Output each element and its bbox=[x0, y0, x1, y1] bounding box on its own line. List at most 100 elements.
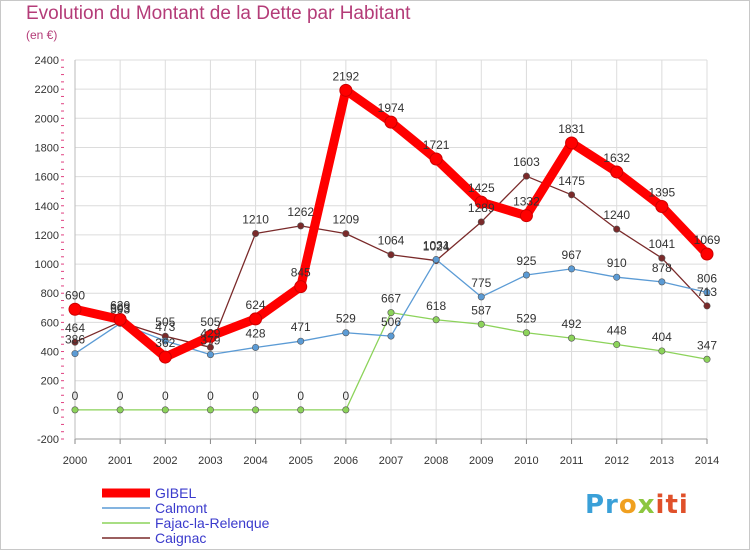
data-label: 379 bbox=[200, 334, 220, 348]
data-point bbox=[68, 302, 82, 316]
data-label: 967 bbox=[562, 248, 582, 262]
data-label: 473 bbox=[155, 320, 175, 334]
x-tick-label: 2012 bbox=[604, 455, 628, 467]
data-label: 429 bbox=[200, 326, 220, 340]
data-label: 1632 bbox=[603, 151, 630, 165]
data-label: 1425 bbox=[468, 181, 495, 195]
data-point bbox=[339, 83, 353, 97]
data-point bbox=[655, 199, 669, 213]
data-point bbox=[522, 271, 530, 279]
x-tick-label: 2005 bbox=[288, 455, 312, 467]
data-label: 1210 bbox=[242, 212, 269, 226]
data-point bbox=[342, 329, 350, 337]
data-point bbox=[613, 225, 621, 233]
data-point bbox=[206, 406, 214, 414]
data-label: 1332 bbox=[513, 195, 540, 209]
data-label: 0 bbox=[207, 389, 214, 403]
data-label: 2192 bbox=[333, 69, 360, 83]
data-point bbox=[294, 280, 308, 294]
data-label: 0 bbox=[117, 389, 124, 403]
y-tick-label: 0 bbox=[53, 405, 59, 417]
data-point bbox=[387, 332, 395, 340]
data-point bbox=[658, 347, 666, 355]
data-label: 925 bbox=[516, 254, 536, 268]
data-label: 506 bbox=[381, 315, 401, 329]
data-point bbox=[384, 115, 398, 129]
data-point bbox=[206, 343, 214, 351]
x-tick-label: 2006 bbox=[334, 455, 358, 467]
data-label: 1395 bbox=[649, 185, 676, 199]
data-point bbox=[703, 288, 711, 296]
data-point bbox=[206, 351, 214, 359]
data-label: 806 bbox=[697, 271, 717, 285]
data-label: 0 bbox=[162, 389, 169, 403]
y-tick-label: 1000 bbox=[35, 259, 59, 271]
data-point bbox=[522, 329, 530, 337]
y-tick-label: 400 bbox=[41, 347, 59, 359]
data-label-layer: 690 620 362 505 624 845 2192 1974 1721 1425 1332 18… bbox=[65, 69, 721, 403]
data-label: 1031 bbox=[423, 239, 450, 253]
data-label: 593 bbox=[110, 302, 130, 316]
data-label: 0 bbox=[297, 389, 304, 403]
data-point bbox=[700, 247, 714, 261]
data-label: 0 bbox=[343, 389, 350, 403]
data-label: 587 bbox=[471, 303, 491, 317]
data-label: 448 bbox=[607, 324, 627, 338]
y-tick-label: 800 bbox=[41, 288, 59, 300]
data-label: 690 bbox=[65, 288, 85, 302]
data-point bbox=[613, 273, 621, 281]
data-label: 1064 bbox=[378, 234, 405, 248]
data-point bbox=[703, 355, 711, 363]
data-label: 845 bbox=[291, 266, 311, 280]
data-point bbox=[161, 337, 169, 345]
data-label: 1209 bbox=[333, 213, 360, 227]
x-tick-label: 2004 bbox=[243, 455, 267, 467]
data-point bbox=[568, 265, 576, 273]
data-label: 428 bbox=[246, 326, 266, 340]
data-label: 1475 bbox=[558, 174, 585, 188]
data-label: 1721 bbox=[423, 138, 450, 152]
data-point bbox=[613, 341, 621, 349]
data-label: 878 bbox=[652, 261, 672, 275]
data-label: 492 bbox=[562, 317, 582, 331]
data-point bbox=[387, 309, 395, 317]
data-point bbox=[252, 229, 260, 237]
data-label: 529 bbox=[336, 312, 356, 326]
data-point bbox=[568, 334, 576, 342]
data-point bbox=[477, 293, 485, 301]
data-label: 471 bbox=[291, 320, 311, 334]
legend-label: Calmont bbox=[155, 500, 207, 516]
y-tick-label: 1800 bbox=[35, 142, 59, 154]
legend-label: Fajac-la-Relenque bbox=[155, 515, 270, 531]
data-label: 347 bbox=[697, 338, 717, 352]
data-label: 910 bbox=[607, 256, 627, 270]
data-point bbox=[477, 218, 485, 226]
data-point bbox=[519, 209, 533, 223]
data-label: 505 bbox=[200, 315, 220, 329]
data-point bbox=[432, 256, 440, 264]
data-point bbox=[71, 350, 79, 358]
data-label: 775 bbox=[471, 276, 491, 290]
data-point bbox=[432, 316, 440, 324]
y-tick-label: 600 bbox=[41, 317, 59, 329]
data-label: 1069 bbox=[694, 233, 721, 247]
data-label: 0 bbox=[252, 389, 259, 403]
x-tick-label: 2002 bbox=[153, 455, 177, 467]
data-point bbox=[158, 350, 172, 364]
data-label: 1024 bbox=[423, 240, 450, 254]
data-point bbox=[477, 320, 485, 328]
data-point bbox=[342, 406, 350, 414]
y-tick-label: 2400 bbox=[35, 55, 59, 67]
data-point bbox=[658, 254, 666, 262]
data-label: 464 bbox=[65, 321, 85, 335]
x-tick-label: 2011 bbox=[560, 455, 584, 467]
data-point bbox=[522, 172, 530, 180]
data-point bbox=[429, 152, 443, 166]
data-label: 505 bbox=[155, 315, 175, 329]
data-point bbox=[249, 312, 263, 326]
data-point bbox=[703, 302, 711, 310]
data-label: 1831 bbox=[558, 122, 585, 136]
data-label: 603 bbox=[110, 301, 130, 315]
